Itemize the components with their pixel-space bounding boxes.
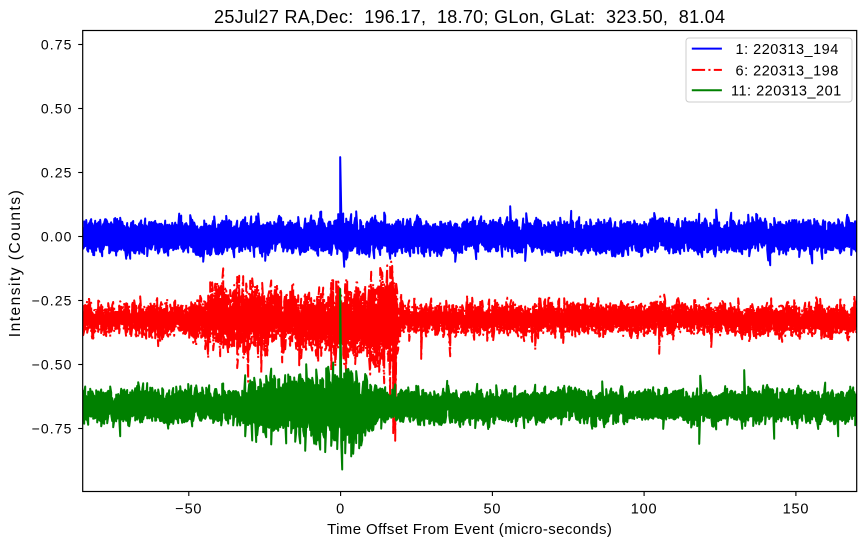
svg-text:Time Offset From Event (micro-: Time Offset From Event (micro-seconds) [327, 521, 612, 538]
svg-text:11: 220313_201: 11: 220313_201 [731, 84, 842, 100]
svg-text:100: 100 [631, 502, 658, 518]
svg-text:0.50: 0.50 [41, 101, 73, 117]
svg-text:−0.75: −0.75 [32, 421, 73, 437]
svg-text:0.25: 0.25 [41, 165, 73, 181]
svg-text:Intensity (Counts): Intensity (Counts) [7, 189, 24, 337]
svg-text:1: 220313_194: 1: 220313_194 [731, 42, 839, 58]
svg-text:−50: −50 [175, 502, 202, 518]
svg-text:0.00: 0.00 [41, 229, 73, 245]
svg-text:6: 220313_198: 6: 220313_198 [731, 63, 839, 79]
svg-text:150: 150 [783, 502, 810, 518]
svg-text:25Jul27 RA,Dec: 196.17, 18.7: 25Jul27 RA,Dec: 196.17, 18.70; GLon, GLa… [214, 7, 725, 27]
svg-text:50: 50 [484, 502, 502, 518]
svg-text:−0.50: −0.50 [32, 357, 73, 373]
svg-text:0: 0 [336, 502, 345, 518]
svg-text:0.75: 0.75 [41, 37, 73, 53]
svg-text:−0.25: −0.25 [32, 293, 73, 309]
